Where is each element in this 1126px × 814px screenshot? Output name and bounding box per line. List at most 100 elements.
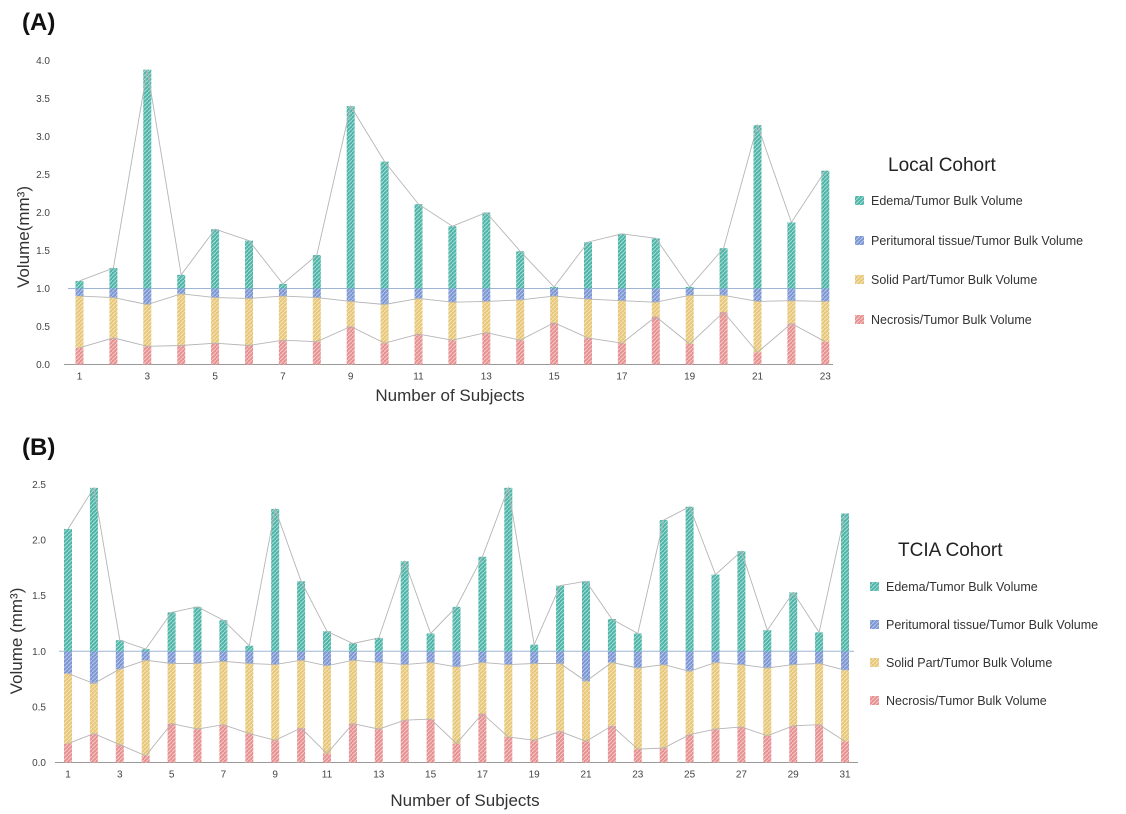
b-bar-necrosis-11 [323, 753, 331, 763]
a-x-tick-label: 23 [820, 372, 832, 383]
b-bar-edema-5 [167, 612, 176, 652]
b-y-tick-label: 2.0 [32, 536, 46, 547]
a-bar-solid-12 [448, 302, 457, 341]
panel-a-x-axis-title: Number of Subjects [375, 386, 524, 405]
a-bar-peritumoral-11 [414, 288, 423, 299]
b-x-tick-label: 1 [65, 770, 71, 781]
a-bar-peritumoral-14 [516, 288, 525, 300]
b-bar-edema-19 [530, 644, 539, 652]
a-bar-peritumoral-10 [380, 288, 389, 305]
b-bar-edema-29 [789, 592, 798, 652]
a-bar-edema-18 [651, 238, 660, 289]
a-bar-solid-16 [584, 299, 592, 338]
b-bar-solid-24 [659, 664, 668, 749]
a-bar-solid-5 [211, 297, 220, 344]
b-bar-edema-7 [219, 620, 228, 652]
b-bar-necrosis-8 [245, 733, 254, 763]
a-bar-solid-3 [143, 304, 152, 347]
b-bar-peritumoral-1 [64, 651, 72, 674]
legend-a-edema-swatch [855, 196, 864, 205]
b-bar-peritumoral-8 [245, 651, 254, 664]
b-bar-peritumoral-10 [297, 651, 306, 661]
a-bar-peritumoral-7 [278, 288, 287, 297]
b-bar-peritumoral-25 [685, 651, 694, 672]
b-bar-edema-12 [348, 643, 357, 652]
b-x-tick-label: 11 [322, 770, 333, 781]
b-bar-necrosis-2 [89, 733, 98, 763]
a-bar-peritumoral-15 [550, 288, 559, 297]
legend-b-edema-label: Edema/Tumor Bulk Volume [886, 580, 1038, 594]
a-y-tick-label: 1.0 [36, 284, 50, 295]
b-bar-edema-22 [607, 619, 616, 652]
a-bar-peritumoral-2 [109, 288, 118, 298]
b-bar-necrosis-23 [633, 749, 642, 763]
a-x-tick-label: 1 [77, 372, 83, 383]
b-bar-edema-31 [841, 513, 849, 652]
b-bar-edema-24 [659, 520, 668, 652]
b-bar-peritumoral-29 [789, 651, 798, 665]
b-bar-solid-1 [64, 673, 72, 744]
b-bar-necrosis-19 [530, 740, 539, 763]
b-bar-solid-12 [348, 660, 357, 724]
b-bar-necrosis-17 [478, 713, 487, 763]
a-bar-edema-6 [245, 240, 253, 289]
b-bar-peritumoral-7 [219, 651, 228, 662]
b-bar-peritumoral-17 [478, 651, 487, 663]
b-x-tick-label: 15 [425, 770, 437, 781]
b-bar-edema-16 [452, 606, 461, 652]
b-bar-edema-2 [89, 487, 98, 652]
panel-a-label: (A) [22, 9, 55, 36]
b-bar-solid-10 [297, 660, 306, 729]
b-bar-peritumoral-14 [400, 651, 409, 665]
b-bar-peritumoral-13 [374, 651, 383, 663]
a-bar-necrosis-6 [245, 345, 253, 365]
b-bar-peritumoral-31 [841, 651, 849, 671]
b-x-tick-label: 9 [272, 770, 278, 781]
b-bar-peritumoral-12 [348, 651, 357, 661]
b-bar-peritumoral-20 [556, 651, 565, 664]
b-bar-solid-31 [841, 670, 849, 742]
a-y-tick-label: 4.0 [36, 56, 50, 67]
legend-a-solid-swatch [855, 275, 864, 284]
b-bar-peritumoral-4 [141, 651, 150, 661]
panel-b-x-ticks: 1 3 5 7 9 11 13 15 17 19 21 23 25 27 29 31 [65, 770, 851, 781]
a-bar-peritumoral-19 [685, 288, 694, 296]
b-bar-solid-6 [193, 663, 202, 730]
a-bar-solid-11 [414, 298, 423, 335]
b-bar-necrosis-10 [297, 728, 306, 763]
b-y-tick-label: 1.5 [32, 591, 46, 602]
a-bar-peritumoral-1 [75, 288, 84, 297]
a-bar-peritumoral-23 [821, 288, 830, 302]
legend-b-peritumoral-label: Peritumoral tissue/Tumor Bulk Volume [886, 618, 1098, 632]
b-x-tick-label: 27 [736, 770, 748, 781]
legend-a-edema-label: Edema/Tumor Bulk Volume [871, 194, 1023, 208]
a-bar-necrosis-1 [75, 347, 84, 365]
b-y-tick-label: 0.0 [32, 758, 46, 769]
a-bar-solid-22 [787, 300, 796, 324]
a-bar-solid-23 [821, 301, 830, 342]
b-bar-solid-26 [711, 662, 720, 730]
a-bar-necrosis-18 [651, 316, 660, 365]
b-bar-edema-25 [685, 506, 694, 652]
b-x-tick-label: 21 [580, 770, 592, 781]
b-y-tick-label: 0.5 [32, 702, 46, 713]
b-bar-solid-30 [815, 663, 824, 725]
a-x-tick-label: 17 [616, 372, 628, 383]
a-bar-necrosis-13 [482, 332, 491, 365]
b-bar-peritumoral-22 [607, 651, 616, 663]
b-bar-solid-21 [582, 681, 590, 742]
a-bar-solid-17 [617, 300, 626, 344]
b-bar-edema-27 [737, 551, 746, 652]
b-bar-necrosis-21 [582, 741, 590, 763]
a-x-tick-label: 13 [481, 372, 493, 383]
a-bar-peritumoral-3 [143, 288, 152, 305]
panel-b-y-ticks: 0.0 0.5 1.0 1.5 2.0 2.5 [32, 480, 46, 769]
a-bar-necrosis-14 [516, 340, 525, 365]
a-bar-edema-20 [719, 248, 728, 289]
legend-b-edema-swatch [870, 582, 879, 591]
b-bar-edema-6 [193, 606, 202, 652]
a-bar-necrosis-7 [278, 340, 287, 365]
b-bar-solid-18 [504, 664, 513, 737]
a-bar-necrosis-9 [346, 326, 355, 365]
b-bar-peritumoral-15 [426, 651, 435, 663]
